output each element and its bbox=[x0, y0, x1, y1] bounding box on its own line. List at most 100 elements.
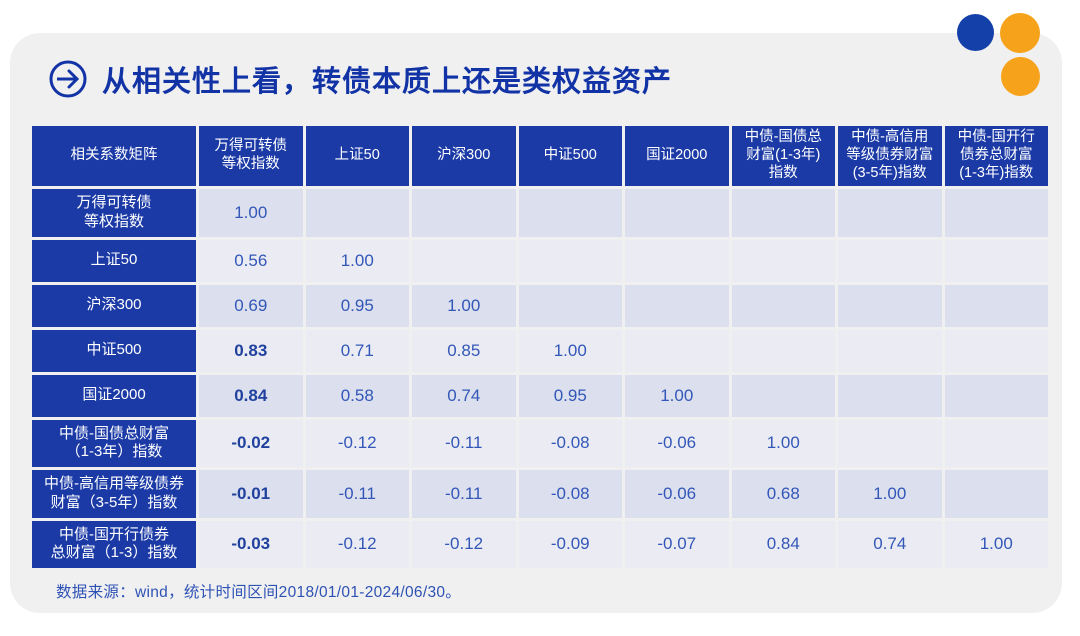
value-cell bbox=[731, 329, 835, 372]
page-title: 从相关性上看，转债本质上还是类权益资产 bbox=[102, 66, 673, 98]
value-cell bbox=[731, 284, 835, 327]
value-cell bbox=[412, 189, 516, 237]
column-header-cell: 万得可转债 等权指数 bbox=[199, 126, 303, 186]
row-label-cell: 国证2000 bbox=[32, 374, 196, 417]
value-cell: 1.00 bbox=[838, 470, 942, 518]
value-cell: 1.00 bbox=[731, 419, 835, 467]
table-row: 万得可转债 等权指数 1.00 bbox=[32, 189, 1048, 237]
title-row: 从相关性上看，转债本质上还是类权益资产 bbox=[48, 58, 672, 100]
value-cell bbox=[625, 239, 729, 282]
value-cell: 1.00 bbox=[625, 374, 729, 417]
decor-circle-orange-top bbox=[1000, 13, 1040, 53]
value-cell: 0.68 bbox=[731, 470, 835, 518]
column-header-cell: 沪深300 bbox=[412, 126, 516, 186]
column-header-cell: 上证50 bbox=[305, 126, 409, 186]
value-cell bbox=[518, 189, 622, 237]
column-header-cell: 国证2000 bbox=[625, 126, 729, 186]
value-cell: -0.01 bbox=[199, 470, 303, 518]
value-cell bbox=[625, 284, 729, 327]
column-header-cell: 中债-国开行 债券总财富 (1-3年)指数 bbox=[944, 126, 1048, 186]
value-cell bbox=[518, 284, 622, 327]
value-cell: -0.12 bbox=[305, 520, 409, 568]
row-label-cell: 中证500 bbox=[32, 329, 196, 372]
row-label-cell: 沪深300 bbox=[32, 284, 196, 327]
value-cell: -0.08 bbox=[518, 419, 622, 467]
value-cell: 0.95 bbox=[518, 374, 622, 417]
row-label-cell: 万得可转债 等权指数 bbox=[32, 189, 196, 237]
value-cell: -0.09 bbox=[518, 520, 622, 568]
value-cell bbox=[625, 329, 729, 372]
value-cell bbox=[412, 239, 516, 282]
value-cell bbox=[838, 374, 942, 417]
value-cell: 0.58 bbox=[305, 374, 409, 417]
correlation-table-wrap: 相关系数矩阵 万得可转债 等权指数 上证50 沪深300 中证500 国证2000 中债-… bbox=[29, 123, 1051, 571]
value-cell bbox=[944, 239, 1048, 282]
value-cell: -0.11 bbox=[412, 470, 516, 518]
value-cell bbox=[731, 374, 835, 417]
value-cell: 1.00 bbox=[412, 284, 516, 327]
value-cell: -0.08 bbox=[518, 470, 622, 518]
value-cell: -0.12 bbox=[412, 520, 516, 568]
table-row: 中债-国债总财富 （1-3年）指数 -0.02 -0.12 -0.11 -0.08 -0.… bbox=[32, 419, 1048, 467]
value-cell bbox=[838, 189, 942, 237]
decor-circle-orange-bottom bbox=[1001, 57, 1040, 96]
value-cell: 1.00 bbox=[518, 329, 622, 372]
value-cell: 0.74 bbox=[838, 520, 942, 568]
arrow-right-circle-icon bbox=[49, 60, 87, 98]
value-cell bbox=[944, 470, 1048, 518]
column-header-cell: 中债-高信用 等级债券财富 (3-5年)指数 bbox=[838, 126, 942, 186]
value-cell bbox=[944, 284, 1048, 327]
table-row: 沪深300 0.69 0.95 1.00 bbox=[32, 284, 1048, 327]
value-cell bbox=[305, 189, 409, 237]
value-cell bbox=[944, 419, 1048, 467]
value-cell: 1.00 bbox=[305, 239, 409, 282]
table-row: 中证500 0.83 0.71 0.85 1.00 bbox=[32, 329, 1048, 372]
value-cell: -0.06 bbox=[625, 470, 729, 518]
value-cell: 0.95 bbox=[305, 284, 409, 327]
value-cell: -0.11 bbox=[412, 419, 516, 467]
value-cell: -0.02 bbox=[199, 419, 303, 467]
value-cell: -0.11 bbox=[305, 470, 409, 518]
value-cell: 0.71 bbox=[305, 329, 409, 372]
value-cell bbox=[838, 284, 942, 327]
data-source-note: 数据来源：wind，统计时间区间2018/01/01-2024/06/30。 bbox=[56, 584, 462, 601]
value-cell: 0.84 bbox=[731, 520, 835, 568]
value-cell: -0.03 bbox=[199, 520, 303, 568]
table-row: 中债-高信用等级债券 财富（3-5年）指数 -0.01 -0.11 -0.11 -0.0… bbox=[32, 470, 1048, 518]
value-cell: 0.69 bbox=[199, 284, 303, 327]
decor-circle-blue bbox=[957, 14, 994, 51]
row-label-cell: 上证50 bbox=[32, 239, 196, 282]
corner-header-cell: 相关系数矩阵 bbox=[32, 126, 196, 186]
value-cell: -0.12 bbox=[305, 419, 409, 467]
value-cell bbox=[518, 239, 622, 282]
column-header-cell: 中债-国债总 财富(1-3年) 指数 bbox=[731, 126, 835, 186]
value-cell bbox=[944, 329, 1048, 372]
value-cell bbox=[625, 189, 729, 237]
value-cell: 0.56 bbox=[199, 239, 303, 282]
value-cell bbox=[731, 189, 835, 237]
value-cell bbox=[838, 419, 942, 467]
row-label-cell: 中债-国开行债券 总财富（1-3）指数 bbox=[32, 520, 196, 568]
value-cell: 0.84 bbox=[199, 374, 303, 417]
table-row: 国证2000 0.84 0.58 0.74 0.95 1.00 bbox=[32, 374, 1048, 417]
table-row: 中债-国开行债券 总财富（1-3）指数 -0.03 -0.12 -0.12 -0.09-… bbox=[32, 520, 1048, 568]
row-label-cell: 中债-高信用等级债券 财富（3-5年）指数 bbox=[32, 470, 196, 518]
value-cell bbox=[838, 239, 942, 282]
value-cell bbox=[838, 329, 942, 372]
value-cell: -0.06 bbox=[625, 419, 729, 467]
table-row: 上证50 0.56 1.00 bbox=[32, 239, 1048, 282]
value-cell: 0.85 bbox=[412, 329, 516, 372]
row-label-cell: 中债-国债总财富 （1-3年）指数 bbox=[32, 419, 196, 467]
column-header-cell: 中证500 bbox=[518, 126, 622, 186]
value-cell bbox=[731, 239, 835, 282]
value-cell: 1.00 bbox=[199, 189, 303, 237]
header-row: 相关系数矩阵 万得可转债 等权指数 上证50 沪深300 中证500 国证2000 中债-… bbox=[32, 126, 1048, 186]
value-cell: 0.83 bbox=[199, 329, 303, 372]
value-cell bbox=[944, 374, 1048, 417]
value-cell: 0.74 bbox=[412, 374, 516, 417]
value-cell: 1.00 bbox=[944, 520, 1048, 568]
value-cell: -0.07 bbox=[625, 520, 729, 568]
correlation-matrix-table: 相关系数矩阵 万得可转债 等权指数 上证50 沪深300 中证500 国证2000 中债-… bbox=[29, 123, 1051, 571]
value-cell bbox=[944, 189, 1048, 237]
